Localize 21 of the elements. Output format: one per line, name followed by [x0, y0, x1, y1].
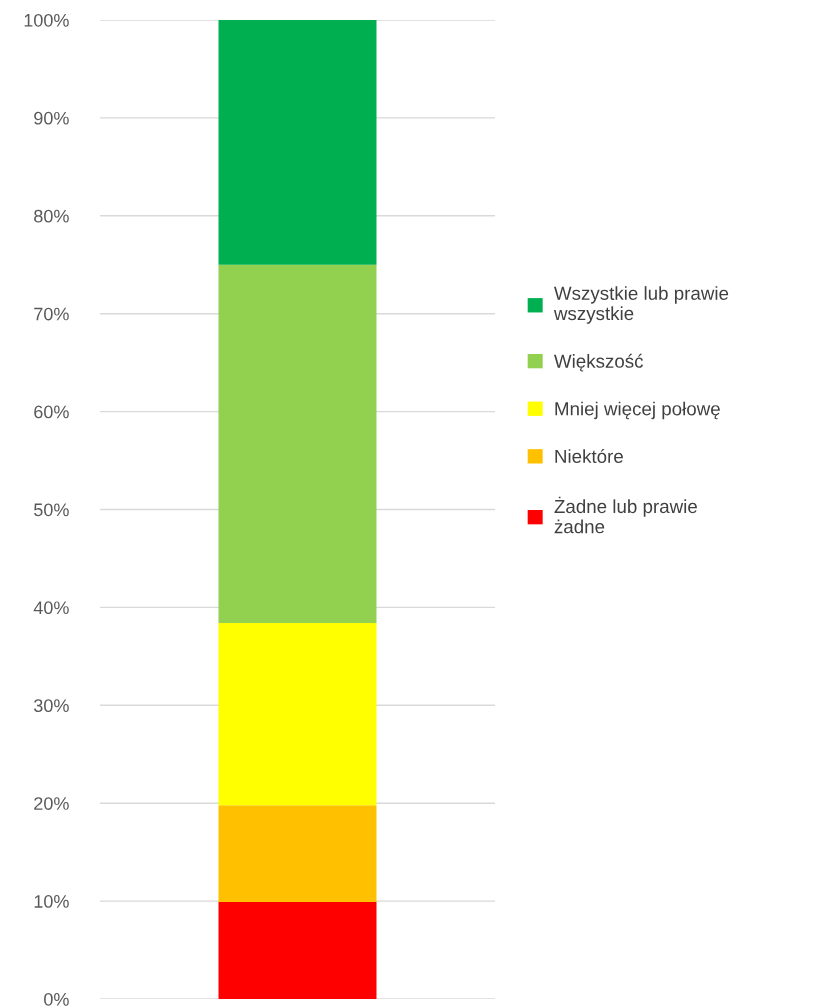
- bar: [218, 20, 377, 265]
- y-tick-label: 70%: [34, 307, 69, 321]
- y-tick-label: 60%: [34, 405, 69, 419]
- legend-label: Wszystkie lub prawie wszystkie: [553, 286, 729, 324]
- legend-label: Mniej więcej połowę: [555, 401, 720, 420]
- y-tick-label: 30%: [34, 699, 69, 713]
- legend-label: Żadne lub prawie żadne: [554, 496, 697, 534]
- y-tick-label: 80%: [34, 209, 69, 223]
- bar: [218, 902, 377, 999]
- legend-label: Niektóre: [555, 449, 623, 464]
- y-tick-label: 0%: [44, 992, 69, 1006]
- y-tick-label: 20%: [34, 797, 69, 810]
- y-tick-label: 90%: [34, 111, 69, 125]
- bar: [218, 805, 377, 903]
- y-tick-label: 10%: [34, 895, 69, 908]
- bar: [218, 623, 377, 806]
- y-tick-label: 40%: [33, 601, 69, 615]
- bar: [218, 264, 377, 624]
- legend-label: Większość: [554, 353, 644, 372]
- y-tick-label: 50%: [34, 503, 69, 517]
- y-tick-label: 100%: [24, 13, 69, 27]
